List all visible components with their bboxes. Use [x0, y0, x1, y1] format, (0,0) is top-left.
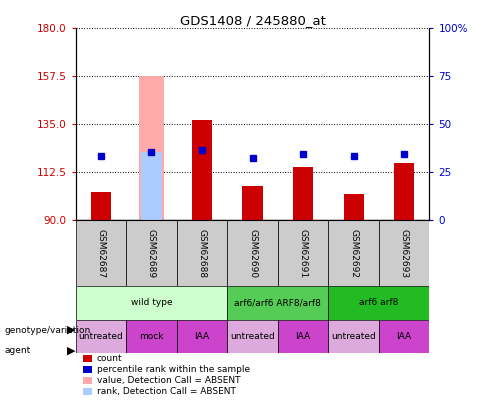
Bar	[91, 192, 111, 220]
Text: GSM62690: GSM62690	[248, 228, 257, 278]
Text: count: count	[97, 354, 122, 363]
Bar	[278, 220, 328, 286]
Text: wild type: wild type	[131, 298, 172, 307]
Bar	[344, 194, 364, 220]
Bar	[227, 320, 278, 353]
Bar	[328, 320, 379, 353]
Text: untreated: untreated	[79, 332, 123, 341]
Text: untreated: untreated	[230, 332, 275, 341]
Text: GSM62689: GSM62689	[147, 228, 156, 278]
Text: arf6 arf8: arf6 arf8	[359, 298, 399, 307]
Bar	[141, 152, 162, 220]
Bar	[76, 286, 227, 320]
Bar	[379, 320, 429, 353]
Bar	[83, 377, 92, 384]
Text: GSM62688: GSM62688	[198, 228, 206, 278]
Text: ▶: ▶	[66, 345, 75, 355]
Bar	[243, 186, 263, 220]
Bar	[379, 220, 429, 286]
Bar	[278, 320, 328, 353]
Text: percentile rank within the sample: percentile rank within the sample	[97, 365, 250, 374]
Text: GSM62692: GSM62692	[349, 229, 358, 278]
Text: IAA: IAA	[296, 332, 311, 341]
Text: IAA: IAA	[397, 332, 412, 341]
Text: GSM62691: GSM62691	[299, 228, 307, 278]
Bar	[293, 167, 313, 220]
Text: GSM62687: GSM62687	[97, 228, 105, 278]
Text: arf6/arf6 ARF8/arf8: arf6/arf6 ARF8/arf8	[234, 298, 321, 307]
Text: GSM62693: GSM62693	[400, 228, 408, 278]
Bar	[126, 220, 177, 286]
Bar	[76, 220, 126, 286]
Text: IAA: IAA	[194, 332, 209, 341]
Bar	[328, 220, 379, 286]
Text: rank, Detection Call = ABSENT: rank, Detection Call = ABSENT	[97, 387, 236, 396]
Bar	[126, 320, 177, 353]
Bar	[394, 162, 414, 220]
Text: genotype/variation: genotype/variation	[5, 326, 91, 335]
Bar	[76, 320, 126, 353]
Bar	[83, 366, 92, 373]
Bar	[227, 286, 328, 320]
Text: untreated: untreated	[331, 332, 376, 341]
Bar	[177, 220, 227, 286]
Bar	[139, 76, 164, 220]
Text: agent: agent	[5, 346, 31, 355]
Text: value, Detection Call = ABSENT: value, Detection Call = ABSENT	[97, 376, 241, 385]
Title: GDS1408 / 245880_at: GDS1408 / 245880_at	[180, 14, 325, 27]
Bar	[227, 220, 278, 286]
Bar	[192, 120, 212, 220]
Bar	[83, 355, 92, 362]
Bar	[177, 320, 227, 353]
Bar	[328, 286, 429, 320]
Text: ▶: ▶	[66, 325, 75, 335]
Bar	[83, 388, 92, 395]
Text: mock: mock	[139, 332, 163, 341]
